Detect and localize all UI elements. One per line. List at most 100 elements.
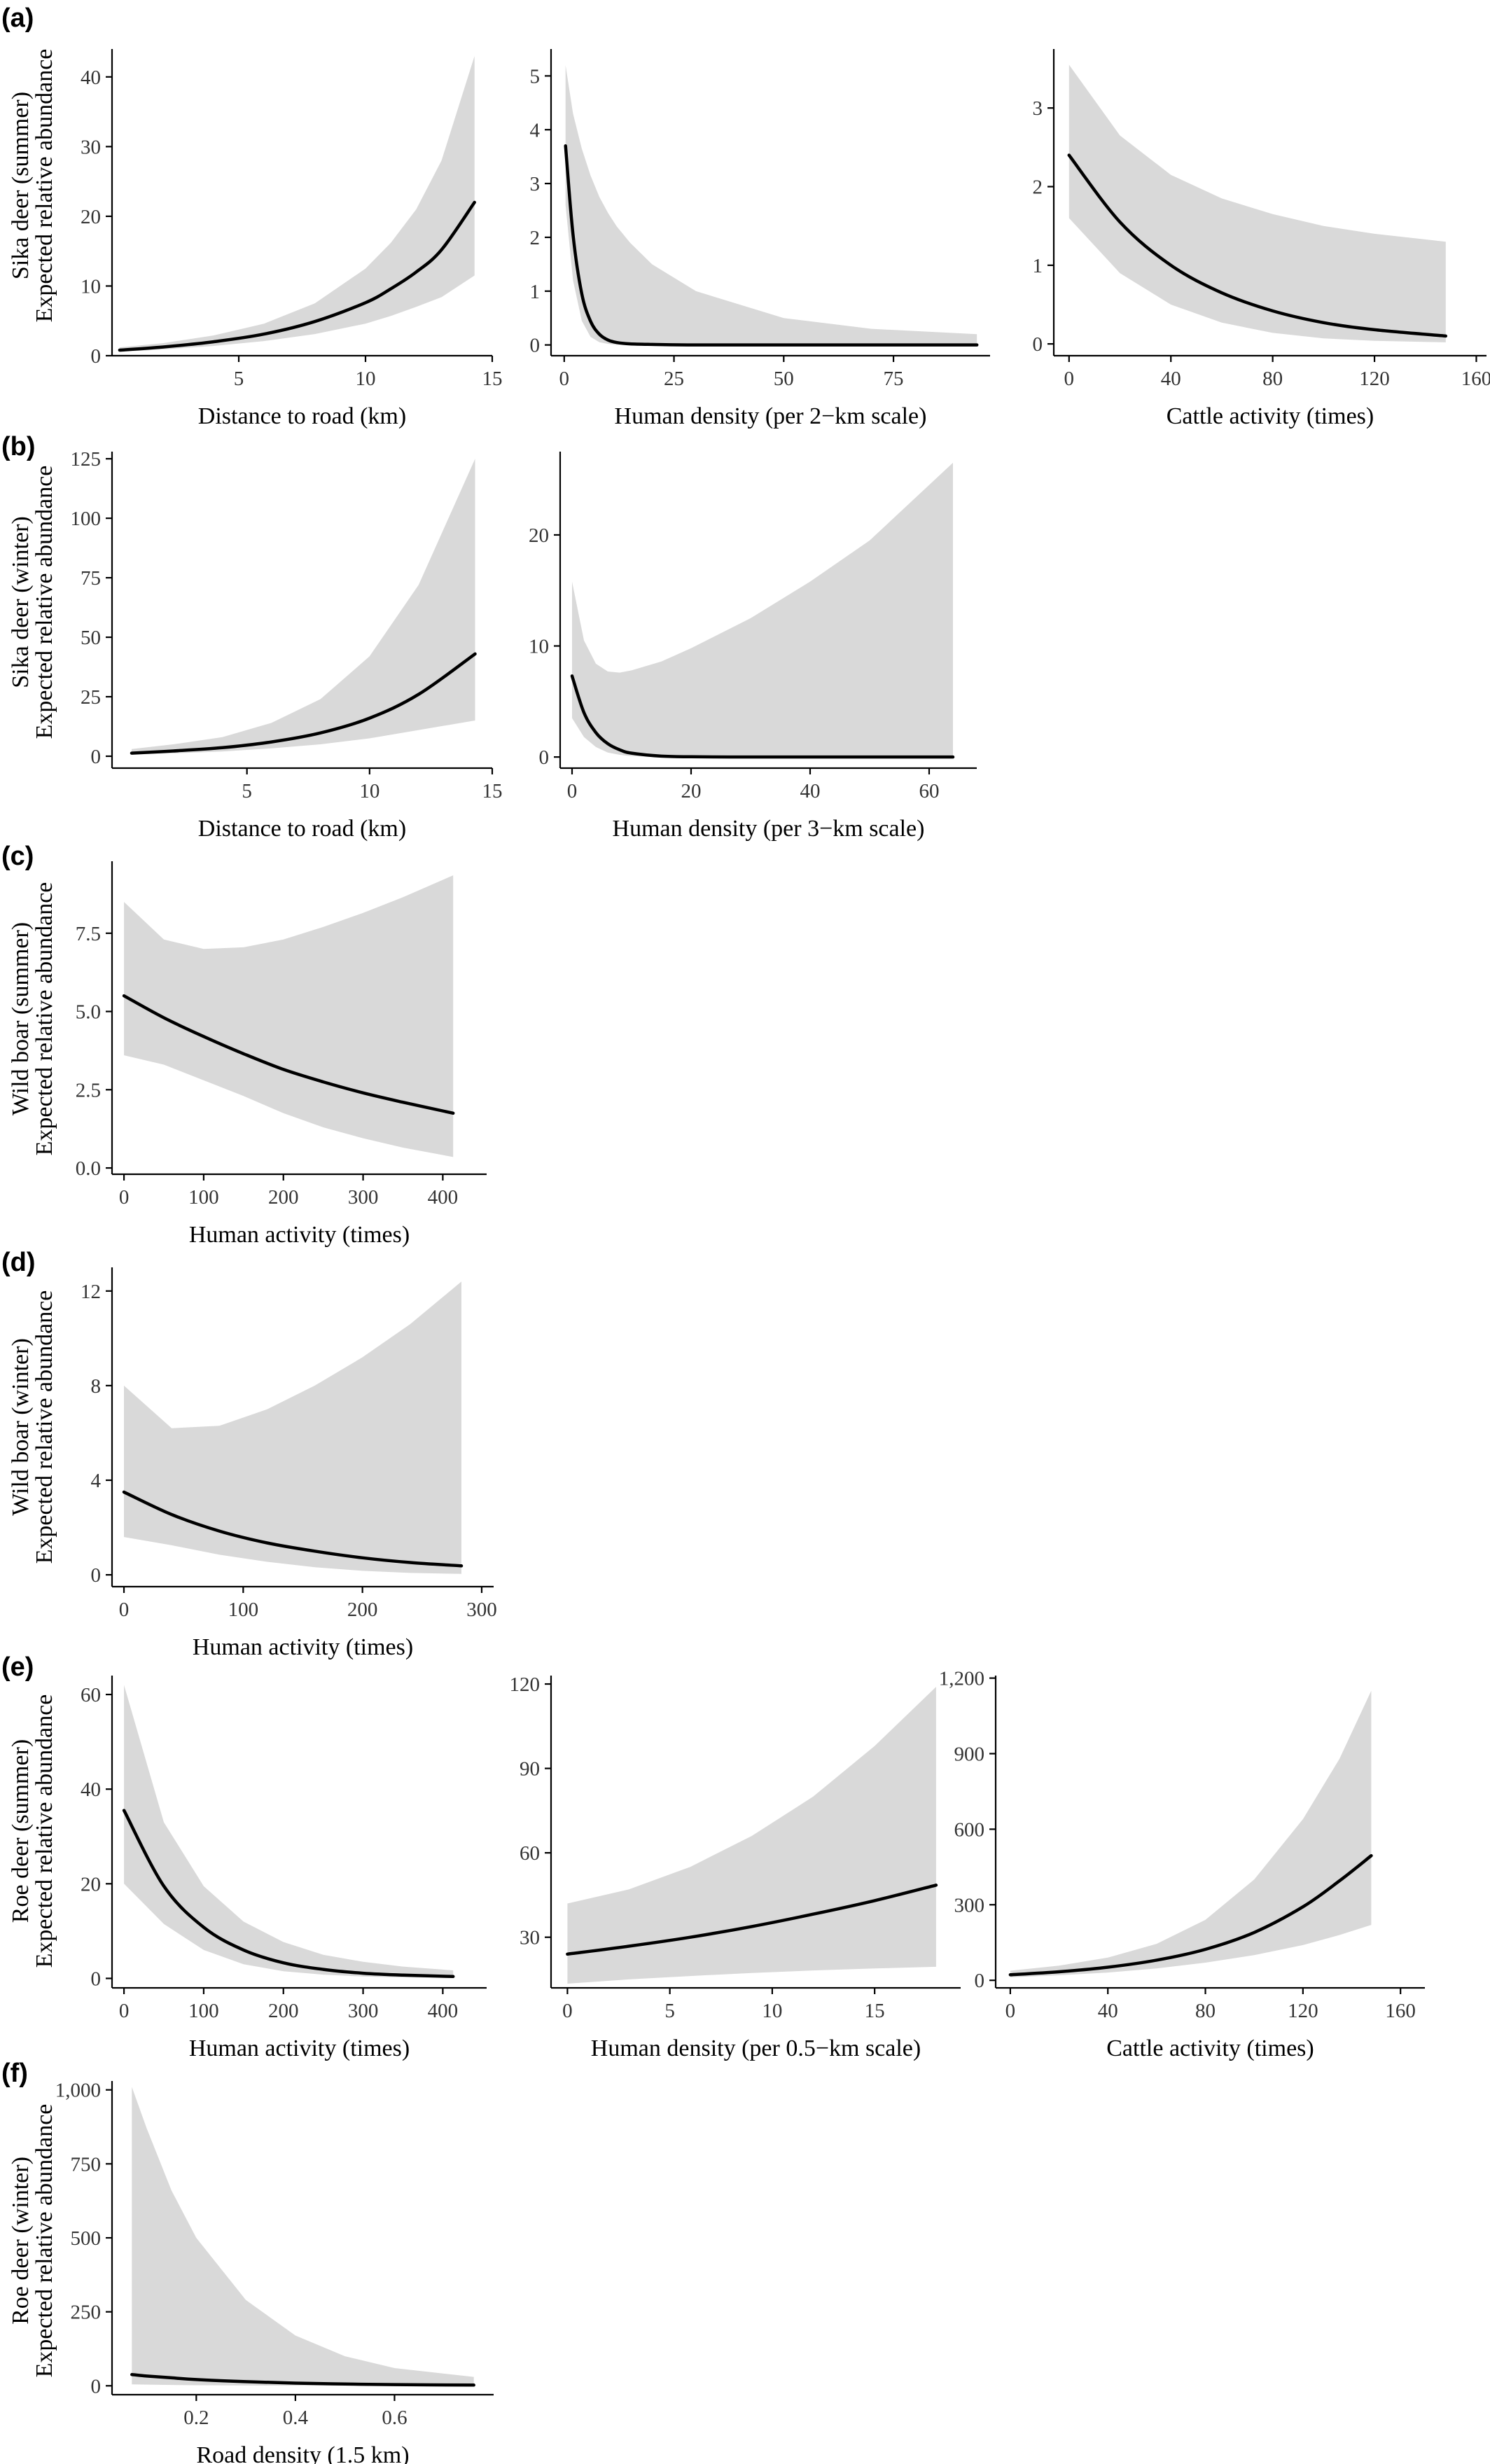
y-tick-label: 7.5 <box>76 923 101 945</box>
panel-b2: 0 20 40 60 0 10 20 Human density (per 3−km scal… <box>529 452 977 842</box>
fitted-line <box>118 200 476 352</box>
y-tick-label: 20 <box>81 1873 101 1895</box>
confidence-band <box>124 1281 461 1574</box>
x-tick-label: 50 <box>774 368 794 390</box>
panel-d1: 0 100 200 300 0 4 8 12 Human activity (times) <box>81 1267 497 1660</box>
panel-e2: 0 5 10 15 30 60 90 120 Human density (per 0.5−km… <box>510 1673 961 2061</box>
x-axis-label: Cattle activity (times) <box>1167 403 1374 429</box>
y-tick-label: 2 <box>1033 176 1043 199</box>
x-tick-label: 0 <box>1064 368 1075 390</box>
x-axis-label: Human activity (times) <box>189 1222 410 1248</box>
ylabel-c-line1: Wild boar (summer) <box>8 922 34 1115</box>
y-tick-label: 4 <box>530 119 541 141</box>
y-tick-label: 0 <box>530 335 541 357</box>
y-tick-label: 2 <box>530 227 541 249</box>
x-tick-label: 200 <box>268 2000 299 2022</box>
confidence-band <box>1068 64 1446 342</box>
y-tick-label: 0 <box>91 1564 102 1587</box>
x-tick-label: 40 <box>1098 2000 1118 2022</box>
x-tick-label: 5 <box>234 368 244 390</box>
y-tick-label: 50 <box>81 627 101 649</box>
x-tick-label: 300 <box>348 2000 379 2022</box>
x-axis-label: Human activity (times) <box>189 2035 410 2061</box>
ylabel-e-line2: Expected relative abundance <box>32 1694 57 1968</box>
y-tick-label: 30 <box>520 1927 540 1949</box>
x-tick-label: 40 <box>800 780 821 802</box>
x-axis-label: Human activity (times) <box>193 1634 413 1660</box>
fitted-line <box>122 1490 464 1568</box>
ylabel-d-line2: Expected relative abundance <box>32 1290 57 1564</box>
x-tick-label: 200 <box>347 1599 378 1621</box>
fitted-line <box>1008 1853 1373 1977</box>
y-tick-label: 20 <box>529 524 549 547</box>
y-tick-label: 0 <box>539 746 550 769</box>
x-tick-label: 15 <box>482 780 503 802</box>
x-tick-label: 400 <box>428 2000 459 2022</box>
confidence-band <box>124 1685 454 1978</box>
panel-f1: 0.2 0.4 0.6 0 250 500 750 1,000 Road density (1.… <box>55 2080 494 2464</box>
y-tick-label: 0 <box>91 345 102 368</box>
panel-label-e: (e) <box>1 1652 34 1682</box>
y-tick-label: 900 <box>954 1743 985 1766</box>
x-tick-label: 10 <box>356 368 376 390</box>
panel-label-c: (c) <box>1 842 34 871</box>
x-tick-label: 15 <box>482 368 503 390</box>
y-tick-label: 4 <box>91 1470 102 1492</box>
x-tick-label: 200 <box>268 1186 299 1209</box>
y-tick-label: 12 <box>81 1281 101 1303</box>
y-tick-label: 300 <box>954 1894 985 1916</box>
x-tick-label: 300 <box>466 1599 497 1621</box>
y-tick-label: 1,200 <box>939 1668 984 1690</box>
x-tick-label: 60 <box>919 780 940 802</box>
x-tick-label: 0.4 <box>283 2407 309 2429</box>
ylabel-b-line1: Sika deer (winter) <box>8 516 34 688</box>
x-tick-label: 0 <box>562 2000 573 2022</box>
x-tick-label: 120 <box>1288 2000 1318 2022</box>
x-axis-label: Road density (1.5 km) <box>196 2442 409 2464</box>
panel-a1: 5 10 15 0 10 20 30 40 Distance to road (km) <box>81 49 503 429</box>
confidence-band <box>1010 1690 1372 1977</box>
y-tick-label: 0 <box>91 1968 102 1990</box>
confidence-band <box>572 462 953 758</box>
x-axis-label: Distance to road (km) <box>198 403 406 429</box>
x-tick-label: 5 <box>664 2000 675 2022</box>
x-tick-label: 100 <box>188 1186 219 1209</box>
panel-label-f: (f) <box>1 2059 28 2088</box>
y-tick-label: 0 <box>975 1970 985 1992</box>
x-tick-label: 300 <box>348 1186 379 1209</box>
y-tick-label: 1 <box>530 281 541 303</box>
y-tick-label: 600 <box>954 1818 985 1841</box>
x-axis-label: Human density (per 3−km scale) <box>613 816 925 842</box>
y-tick-label: 0 <box>1033 333 1043 356</box>
y-tick-label: 0 <box>91 746 102 768</box>
y-tick-label: 8 <box>91 1375 102 1398</box>
y-tick-label: 125 <box>71 448 102 471</box>
confidence-band <box>567 1687 936 1984</box>
fitted-line <box>130 2373 475 2387</box>
x-tick-label: 0 <box>559 368 570 390</box>
fitted-line <box>130 652 477 755</box>
y-tick-label: 3 <box>530 173 541 195</box>
y-tick-label: 75 <box>81 567 101 590</box>
ylabel-b-line2: Expected relative abundance <box>32 466 57 739</box>
ylabel-e-line1: Roe deer (summer) <box>8 1739 34 1923</box>
x-tick-label: 0 <box>119 1599 130 1621</box>
confidence-band <box>132 2087 474 2386</box>
x-tick-label: 120 <box>1359 368 1390 390</box>
x-axis-label: Human density (per 2−km scale) <box>615 403 927 429</box>
y-tick-label: 250 <box>71 2302 102 2324</box>
x-tick-label: 0 <box>567 780 578 802</box>
x-axis-label: Cattle activity (times) <box>1106 2035 1314 2061</box>
confidence-band <box>119 56 475 352</box>
x-tick-label: 400 <box>428 1186 459 1209</box>
y-tick-label: 0 <box>91 2375 102 2397</box>
x-tick-label: 25 <box>664 368 684 390</box>
panel-e1: 0 100 200 300 400 0 20 40 60 Human activity (time… <box>81 1676 487 2061</box>
y-tick-label: 5.0 <box>76 1001 101 1024</box>
ylabel-c-line2: Expected relative abundance <box>32 882 57 1156</box>
x-tick-label: 0 <box>119 1186 130 1209</box>
ylabel-a-line2: Expected relative abundance <box>32 49 57 323</box>
y-tick-label: 1 <box>1033 255 1043 277</box>
x-tick-label: 15 <box>865 2000 885 2022</box>
